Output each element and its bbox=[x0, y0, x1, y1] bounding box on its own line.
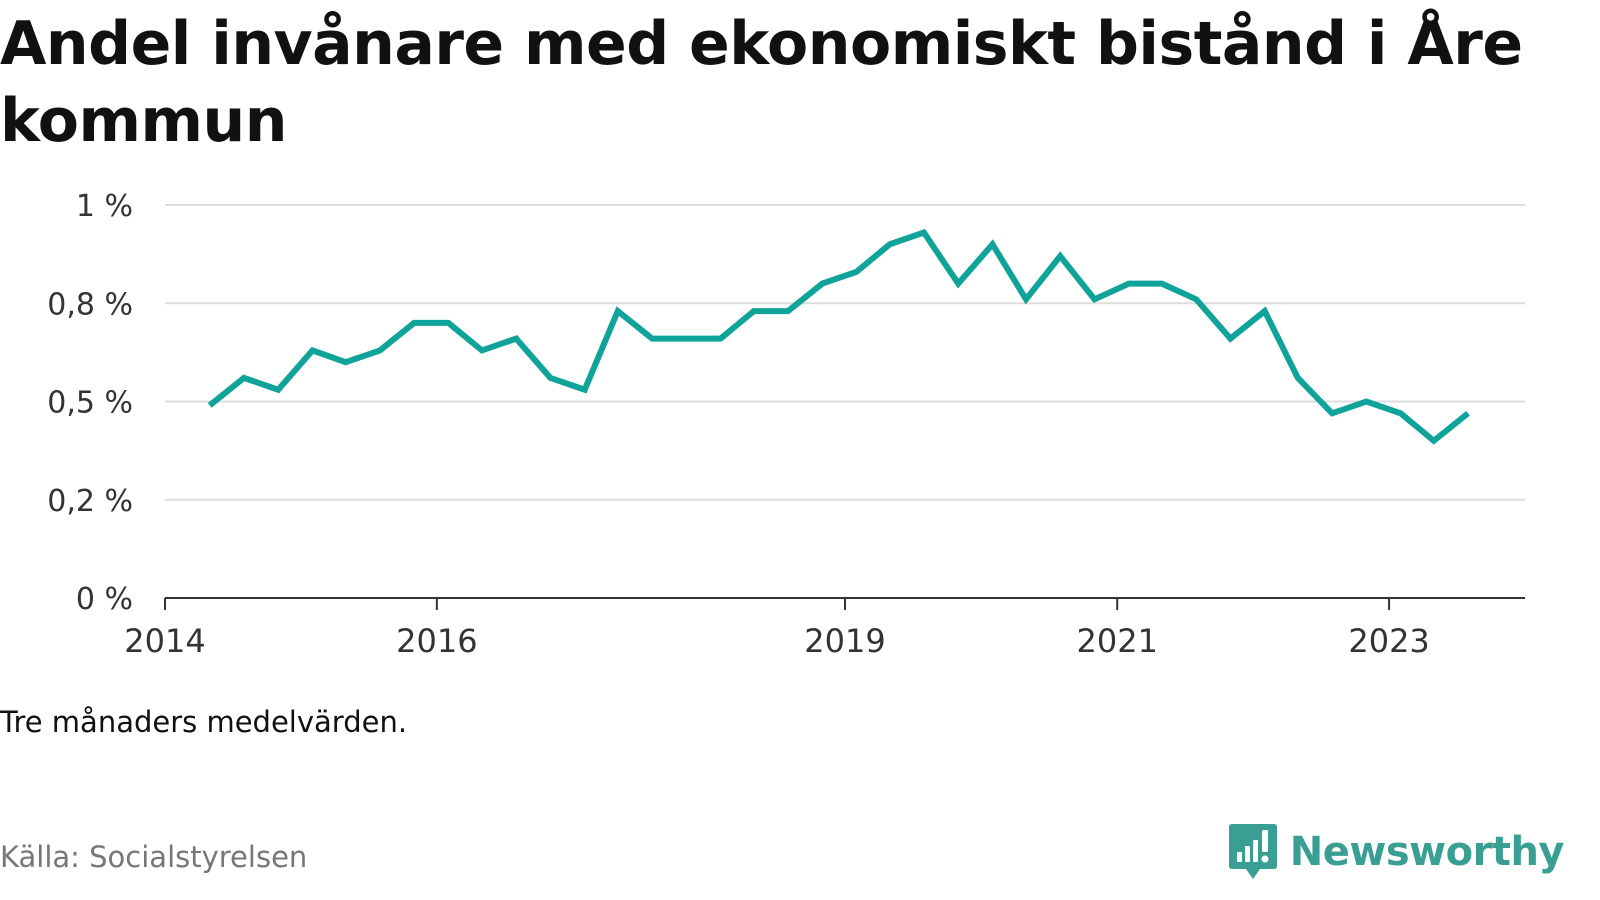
newsworthy-logo-icon bbox=[1228, 824, 1277, 879]
series-line bbox=[207, 228, 1470, 445]
line-chart: 0 %0,2 %0,5 %0,8 %1 % 2014 2016 2019 2021 20… bbox=[47, 189, 1525, 660]
y-axis-labels: 0 % 0,2 % 0,5 % 0,8 % 1 % bbox=[47, 189, 133, 617]
newsworthy-logo: Newsworthy bbox=[1228, 822, 1565, 882]
y-tick-label: 0,2 % bbox=[47, 484, 133, 519]
y-tick-label: 0 % bbox=[76, 582, 133, 617]
brand-name: Newsworthy bbox=[1289, 829, 1565, 875]
chart-note: Tre månaders medelvärden. bbox=[0, 705, 408, 739]
y-tick-label: 0,5 % bbox=[47, 386, 133, 421]
x-tick-label: 2016 bbox=[396, 622, 477, 660]
x-tick-label: 2023 bbox=[1348, 622, 1429, 660]
y-tick-label: 0,8 % bbox=[47, 287, 133, 322]
series bbox=[207, 228, 1470, 445]
x-tick-label: 2019 bbox=[804, 622, 885, 660]
gridlines bbox=[165, 204, 1525, 501]
y-tick-label: 1 % bbox=[76, 189, 133, 224]
chart-title: Andel invånare med ekonomiskt bistånd i … bbox=[0, 9, 1523, 156]
source-text: Källa: Socialstyrelsen bbox=[0, 840, 308, 874]
x-tick-label: 2014 bbox=[124, 622, 205, 660]
x-tick-label: 2021 bbox=[1077, 622, 1158, 660]
x-axis: 2014 2016 2019 2021 2023 bbox=[124, 597, 1525, 660]
